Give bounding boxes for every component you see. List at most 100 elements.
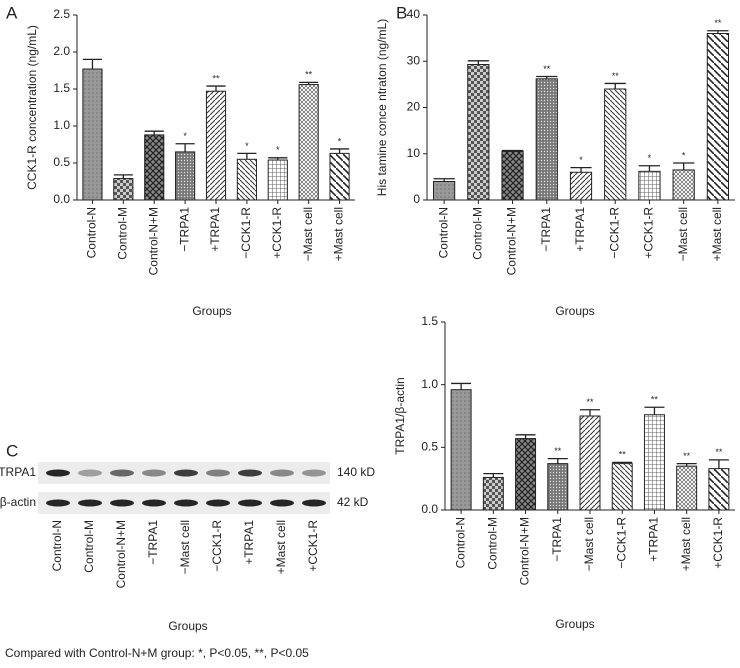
significance: **	[714, 18, 722, 28]
y-tick-label: 30	[407, 53, 421, 67]
y-tick-label: 0.5	[53, 155, 70, 169]
y-tick-label: 2.5	[53, 7, 70, 21]
x-tick-label: +Mast cell	[332, 207, 346, 261]
bar	[672, 169, 695, 201]
bar	[547, 463, 569, 511]
x-tick-label: +Mast cell	[710, 207, 724, 261]
bar	[82, 68, 103, 201]
bar	[329, 152, 350, 201]
bar	[604, 88, 627, 201]
y-tick-label: 1.0	[53, 118, 70, 132]
significance: **	[543, 64, 551, 74]
blot-lane-label: Control-N	[50, 520, 64, 571]
bar	[638, 170, 661, 201]
blot-band	[46, 499, 70, 507]
x-tick-label: −Mast cell	[676, 207, 690, 261]
x-tick-label: −Mast cell	[301, 207, 315, 261]
blot-band	[270, 499, 294, 507]
x-tick-label: +CCK1-R	[270, 207, 284, 259]
blot-band	[142, 469, 166, 477]
significance: **	[619, 450, 627, 460]
x-tick-label: +CCK1-R	[711, 517, 725, 569]
blot-band	[174, 469, 198, 477]
bar	[113, 178, 134, 201]
blot-band	[270, 469, 294, 477]
x-axis-label: Groups	[555, 617, 594, 631]
bar	[569, 171, 593, 201]
x-tick-label: Control-M	[486, 517, 500, 570]
blot-lane-label: +TRPA1	[242, 520, 256, 565]
x-tick-label: −CCK1-R	[614, 517, 628, 569]
blot-band	[46, 469, 70, 477]
y-tick-label: 40	[407, 7, 421, 21]
blot-row-label: β-actin	[0, 495, 36, 509]
x-tick-label: Control-N+M	[518, 517, 532, 585]
blot-lane-label: −CCK1-R	[210, 520, 224, 572]
bar	[205, 90, 227, 201]
x-tick-label: Control-N	[85, 207, 99, 258]
x-axis-label: Groups	[555, 304, 594, 318]
x-tick-label: Control-M	[116, 207, 130, 260]
x-tick-label: Control-N	[453, 517, 467, 568]
significance: **	[715, 447, 723, 457]
y-tick-label: 1.5	[421, 314, 438, 328]
significance: **	[305, 70, 313, 80]
x-tick-label: Control-M	[471, 207, 485, 260]
y-tick-label: 20	[407, 100, 421, 114]
significance: *	[183, 131, 187, 141]
x-tick-label: −TRPA1	[539, 207, 553, 252]
blot-band	[238, 499, 262, 507]
blot-band	[206, 469, 230, 477]
blot-size-label: 140 kD	[337, 465, 375, 479]
x-tick-label: +TRPA1	[208, 207, 222, 252]
y-tick-label: 2.0	[53, 44, 70, 58]
blot-band	[238, 469, 262, 477]
blot-band	[174, 499, 198, 507]
x-tick-label: Control-N+M	[146, 207, 160, 275]
y-tick-label: 10	[407, 146, 421, 160]
blot-band	[142, 499, 166, 507]
y-axis-label: TRPA1/β-actin	[393, 377, 407, 454]
blot-band	[110, 469, 134, 477]
blot-lane-label: +Mast cell	[274, 520, 288, 574]
panel-label: C	[6, 441, 18, 460]
significance: *	[245, 141, 249, 151]
panel-label: B	[396, 3, 407, 22]
blot-lane-label: Control-M	[82, 520, 96, 573]
bar	[298, 84, 319, 201]
bar	[175, 151, 196, 201]
x-tick-label: −Mast cell	[582, 517, 596, 571]
bar	[482, 476, 504, 511]
blot-band	[302, 469, 326, 477]
blot-band	[206, 499, 230, 507]
significance: **	[212, 73, 220, 83]
significance: *	[276, 145, 280, 155]
significance: **	[651, 395, 659, 405]
x-tick-label: +CCK1-R	[642, 207, 656, 259]
y-tick-label: 0.5	[421, 440, 438, 454]
bar	[236, 158, 257, 201]
bar	[501, 150, 524, 201]
y-tick-label: 0	[413, 192, 420, 206]
blot-band	[78, 469, 102, 477]
x-tick-label: −TRPA1	[550, 517, 564, 562]
y-tick-label: 1.5	[53, 81, 70, 95]
bar	[144, 134, 165, 201]
blot-lane-label: −TRPA1	[146, 520, 160, 565]
bar	[467, 63, 490, 201]
blot-lane-label: Control-N+M	[114, 520, 128, 588]
blot-row-label: TRPA1	[0, 465, 36, 479]
bar	[450, 389, 472, 511]
bar	[708, 468, 730, 511]
x-tick-label: +TRPA1	[573, 207, 587, 252]
y-tick-label: 0.0	[53, 192, 70, 206]
x-tick-label: +Mast cell	[679, 517, 693, 571]
significance: **	[586, 397, 594, 407]
panel-label: A	[6, 3, 18, 22]
blot-x-label: Groups	[168, 619, 207, 633]
blot-size-label: 42 kD	[337, 495, 369, 509]
significance: **	[554, 446, 562, 456]
significance: *	[648, 153, 652, 163]
significance: **	[612, 71, 620, 81]
